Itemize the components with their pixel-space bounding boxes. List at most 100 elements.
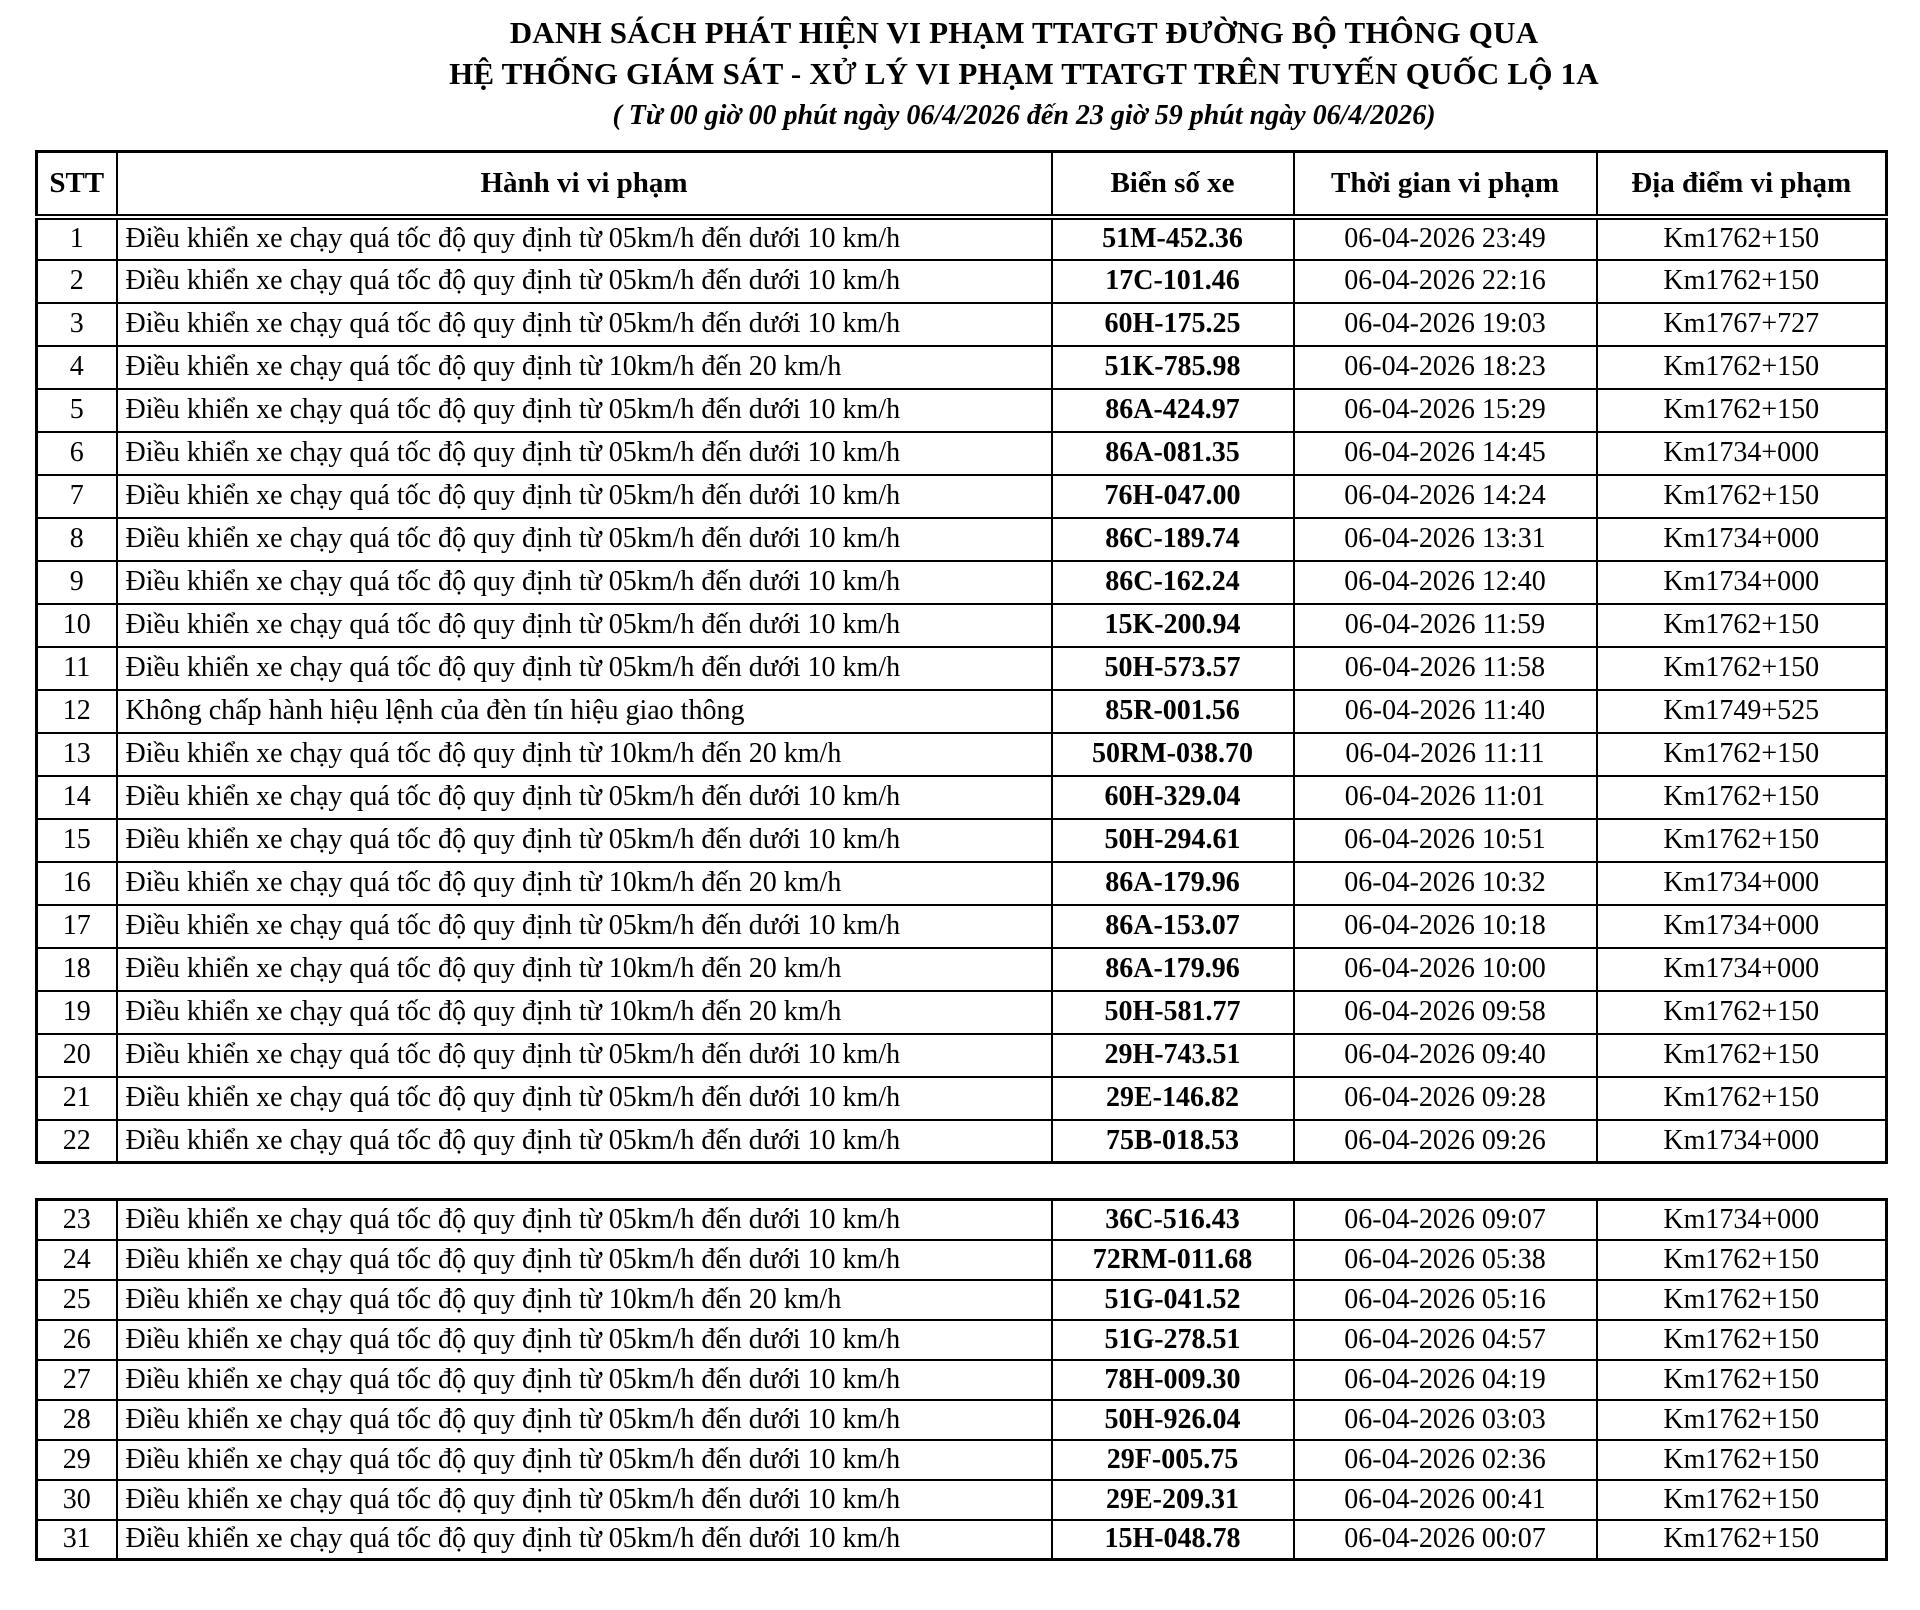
location-cell: Km1762+150 <box>1595 1518 1888 1561</box>
plate-cell: 85R-001.56 <box>1050 688 1295 734</box>
plate-cell: 86A-179.96 <box>1050 946 1295 992</box>
time-cell: 06-04-2026 22:16 <box>1292 258 1598 304</box>
time-cell: 06-04-2026 11:58 <box>1292 645 1598 691</box>
stt-cell: 16 <box>35 860 118 906</box>
violation-cell: Điều khiển xe chạy quá tốc độ quy định t… <box>115 774 1053 820</box>
time-cell: 06-04-2026 04:57 <box>1292 1318 1598 1361</box>
plate-cell: 86A-153.07 <box>1050 903 1295 949</box>
stt-cell: 30 <box>35 1478 118 1521</box>
time-cell: 06-04-2026 15:29 <box>1292 387 1598 433</box>
stt-cell: 31 <box>35 1518 118 1561</box>
plate-cell: 29E-209.31 <box>1050 1478 1295 1521</box>
table-row: 31 Điều khiển xe chạy quá tốc độ quy định… <box>35 1518 1888 1561</box>
stt-cell: 4 <box>35 344 118 390</box>
location-cell: Km1762+150 <box>1595 817 1888 863</box>
location-cell: Km1762+150 <box>1595 731 1888 777</box>
table-row: 1 Điều khiển xe chạy quá tốc độ quy định … <box>35 215 1888 261</box>
location-cell: Km1762+150 <box>1595 258 1888 304</box>
location-cell: Km1762+150 <box>1595 1438 1888 1481</box>
violation-cell: Điều khiển xe chạy quá tốc độ quy định t… <box>115 1438 1053 1481</box>
stt-cell: 3 <box>35 301 118 347</box>
table-row: 12 Không chấp hành hiệu lệnh của đèn tín … <box>35 688 1888 734</box>
location-cell: Km1762+150 <box>1595 1238 1888 1281</box>
violation-cell: Điều khiển xe chạy quá tốc độ quy định t… <box>115 1118 1053 1164</box>
violation-cell: Điều khiển xe chạy quá tốc độ quy định t… <box>115 215 1053 261</box>
time-cell: 06-04-2026 11:01 <box>1292 774 1598 820</box>
stt-cell: 21 <box>35 1075 118 1121</box>
violation-cell: Điều khiển xe chạy quá tốc độ quy định t… <box>115 1398 1053 1441</box>
location-cell: Km1734+000 <box>1595 430 1888 476</box>
stt-cell: 2 <box>35 258 118 304</box>
violation-cell: Điều khiển xe chạy quá tốc độ quy định t… <box>115 1032 1053 1078</box>
plate-cell: 78H-009.30 <box>1050 1358 1295 1401</box>
plate-cell: 86A-081.35 <box>1050 430 1295 476</box>
violation-cell: Điều khiển xe chạy quá tốc độ quy định t… <box>115 258 1053 304</box>
violation-cell: Điều khiển xe chạy quá tốc độ quy định t… <box>115 473 1053 519</box>
time-cell: 06-04-2026 10:18 <box>1292 903 1598 949</box>
violation-cell: Điều khiển xe chạy quá tốc độ quy định t… <box>115 430 1053 476</box>
plate-cell: 86C-162.24 <box>1050 559 1295 605</box>
location-cell: Km1762+150 <box>1595 989 1888 1035</box>
plate-cell: 29H-743.51 <box>1050 1032 1295 1078</box>
location-cell: Km1762+150 <box>1595 1478 1888 1521</box>
violation-cell: Điều khiển xe chạy quá tốc độ quy định t… <box>115 1518 1053 1561</box>
location-cell: Km1762+150 <box>1595 1318 1888 1361</box>
stt-cell: 9 <box>35 559 118 605</box>
plate-cell: 60H-175.25 <box>1050 301 1295 347</box>
plate-cell: 29E-146.82 <box>1050 1075 1295 1121</box>
time-cell: 06-04-2026 13:31 <box>1292 516 1598 562</box>
violation-cell: Điều khiển xe chạy quá tốc độ quy định t… <box>115 1198 1053 1241</box>
stt-cell: 13 <box>35 731 118 777</box>
time-cell: 06-04-2026 14:45 <box>1292 430 1598 476</box>
table-row: 5 Điều khiển xe chạy quá tốc độ quy định … <box>35 387 1888 433</box>
time-cell: 06-04-2026 03:03 <box>1292 1398 1598 1441</box>
time-cell: 06-04-2026 23:49 <box>1292 215 1598 261</box>
stt-cell: 22 <box>35 1118 118 1164</box>
location-cell: Km1762+150 <box>1595 1075 1888 1121</box>
time-cell: 06-04-2026 02:36 <box>1292 1438 1598 1481</box>
violation-cell: Điều khiển xe chạy quá tốc độ quy định t… <box>115 344 1053 390</box>
time-cell: 06-04-2026 10:51 <box>1292 817 1598 863</box>
time-cell: 06-04-2026 14:24 <box>1292 473 1598 519</box>
location-cell: Km1734+000 <box>1595 516 1888 562</box>
stt-cell: 5 <box>35 387 118 433</box>
time-cell: 06-04-2026 10:32 <box>1292 860 1598 906</box>
stt-cell: 29 <box>35 1438 118 1481</box>
location-cell: Km1762+150 <box>1595 473 1888 519</box>
location-cell: Km1762+150 <box>1595 602 1888 648</box>
stt-cell: 1 <box>35 215 118 261</box>
violation-cell: Điều khiển xe chạy quá tốc độ quy định t… <box>115 645 1053 691</box>
stt-cell: 26 <box>35 1318 118 1361</box>
title-date-range: ( Từ 00 giờ 00 phút ngày 06/4/2026 đến 2… <box>612 100 1436 131</box>
plate-cell: 50H-581.77 <box>1050 989 1295 1035</box>
table-row: 11 Điều khiển xe chạy quá tốc độ quy định… <box>35 645 1888 691</box>
stt-cell: 18 <box>35 946 118 992</box>
stt-cell: 8 <box>35 516 118 562</box>
violation-cell: Điều khiển xe chạy quá tốc độ quy định t… <box>115 602 1053 648</box>
table-row: 27 Điều khiển xe chạy quá tốc độ quy định… <box>35 1358 1888 1401</box>
table-row: 14 Điều khiển xe chạy quá tốc độ quy định… <box>35 774 1888 820</box>
location-cell: Km1762+150 <box>1595 774 1888 820</box>
plate-cell: 75B-018.53 <box>1050 1118 1295 1164</box>
time-cell: 06-04-2026 05:38 <box>1292 1238 1598 1281</box>
header-stt: STT <box>35 150 118 220</box>
stt-cell: 25 <box>35 1278 118 1321</box>
table-row: 16 Điều khiển xe chạy quá tốc độ quy định… <box>35 860 1888 906</box>
header-location: Địa điểm vi phạm <box>1595 150 1888 220</box>
stt-cell: 24 <box>35 1238 118 1281</box>
table-row: 9 Điều khiển xe chạy quá tốc độ quy định … <box>35 559 1888 605</box>
location-cell: Km1734+000 <box>1595 559 1888 605</box>
table-row: 25 Điều khiển xe chạy quá tốc độ quy định… <box>35 1278 1888 1321</box>
table-row: 8 Điều khiển xe chạy quá tốc độ quy định … <box>35 516 1888 562</box>
plate-cell: 60H-329.04 <box>1050 774 1295 820</box>
stt-cell: 28 <box>35 1398 118 1441</box>
violations-table-part2: 23 Điều khiển xe chạy quá tốc độ quy định… <box>35 1198 1888 1561</box>
plate-cell: 86A-179.96 <box>1050 860 1295 906</box>
stt-cell: 7 <box>35 473 118 519</box>
violation-cell: Điều khiển xe chạy quá tốc độ quy định t… <box>115 731 1053 777</box>
location-cell: Km1734+000 <box>1595 1118 1888 1164</box>
stt-cell: 19 <box>35 989 118 1035</box>
violation-cell: Điều khiển xe chạy quá tốc độ quy định t… <box>115 1278 1053 1321</box>
location-cell: Km1734+000 <box>1595 860 1888 906</box>
